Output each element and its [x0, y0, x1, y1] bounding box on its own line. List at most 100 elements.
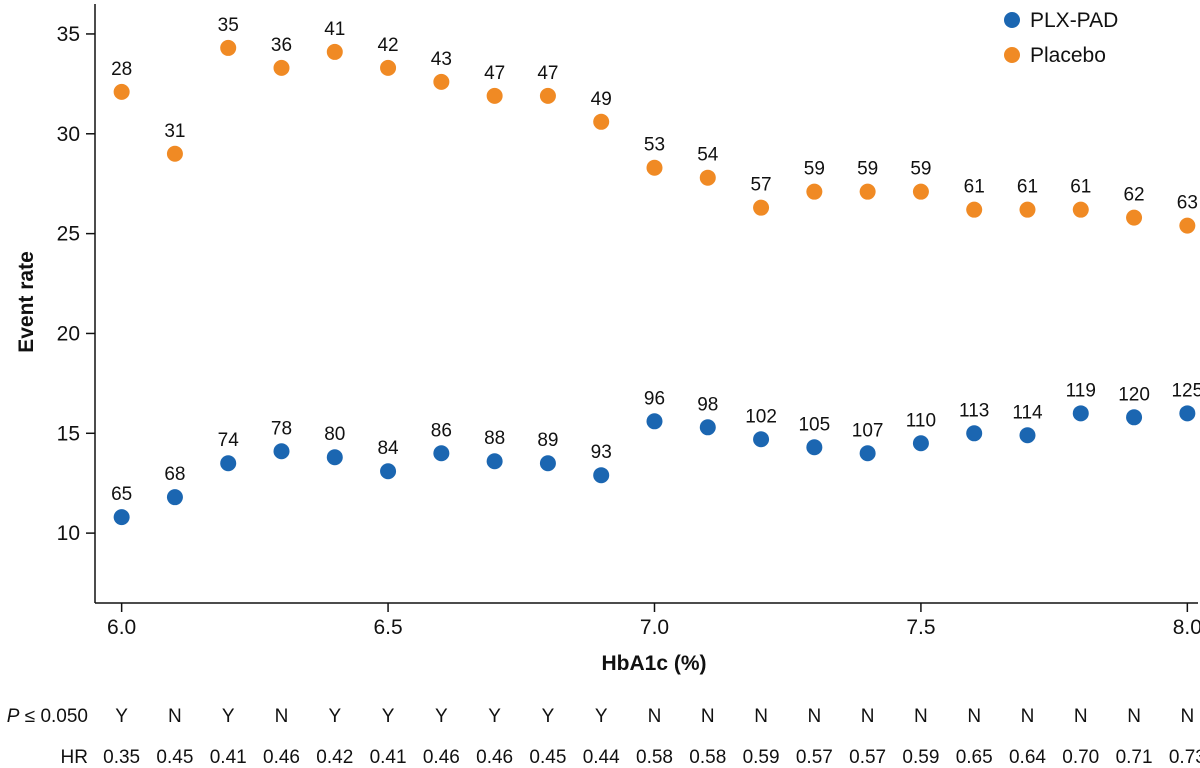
- stats-table: P ≤ 0.050 Y N Y N Y Y Y Y Y Y N N N N N N N N N N N HR 0.35 0.45…: [7, 706, 1200, 768]
- data-point: [433, 445, 450, 462]
- data-point: [646, 159, 663, 176]
- data-point: [859, 445, 876, 462]
- row-cell: 0.64: [1009, 747, 1046, 768]
- data-point: [912, 183, 929, 200]
- row-cell: Y: [488, 706, 501, 727]
- row-label: HR: [61, 747, 88, 768]
- data-point: [220, 455, 237, 472]
- data-point: [486, 453, 503, 470]
- data-point: [753, 431, 770, 448]
- row-cell: 0.65: [956, 747, 993, 768]
- row-cell: 0.70: [1062, 747, 1099, 768]
- row-cell: N: [648, 706, 662, 727]
- data-label: 88: [484, 428, 505, 449]
- x-tick-label: 7.5: [906, 616, 935, 639]
- row-label-text: HR: [61, 747, 88, 768]
- data-label: 49: [591, 89, 612, 110]
- data-point: [1019, 427, 1036, 444]
- data-point: [753, 199, 770, 216]
- data-label: 31: [164, 121, 185, 142]
- y-ticks: 10 15 20 25 30 35: [57, 23, 95, 545]
- data-label: 74: [218, 430, 240, 451]
- row-cell: 0.45: [529, 747, 566, 768]
- legend-label: Placebo: [1030, 44, 1106, 67]
- data-label: 59: [804, 159, 825, 180]
- data-label: 107: [852, 420, 884, 441]
- x-tick-label: 6.0: [107, 616, 136, 639]
- row-cell: N: [914, 706, 928, 727]
- row-cell: Y: [595, 706, 608, 727]
- data-point: [806, 183, 823, 200]
- row-cell: 0.71: [1116, 747, 1153, 768]
- data-label: 28: [111, 59, 132, 80]
- data-label: 36: [271, 35, 292, 56]
- data-point: [113, 83, 130, 100]
- data-label: 63: [1177, 193, 1198, 214]
- data-label: 62: [1123, 185, 1144, 206]
- y-tick-label: 20: [57, 322, 80, 345]
- data-label: 41: [324, 19, 345, 40]
- data-point: [539, 455, 556, 472]
- row-cell: N: [701, 706, 715, 727]
- data-label: 119: [1066, 380, 1096, 401]
- data-point: [273, 59, 290, 76]
- legend: PLX-PAD Placebo: [1004, 9, 1118, 67]
- row-cell: 0.46: [423, 747, 460, 768]
- row-label: P ≤ 0.050: [7, 706, 88, 727]
- data-label: 84: [377, 438, 399, 459]
- data-label: 57: [750, 175, 771, 196]
- data-point: [646, 413, 663, 430]
- data-point: [1072, 201, 1089, 218]
- row-label-italic: P: [7, 706, 20, 727]
- data-point: [593, 113, 610, 130]
- data-label: 61: [1070, 177, 1091, 198]
- data-label: 110: [906, 410, 936, 431]
- row-cell: 0.58: [636, 747, 673, 768]
- row-cell: 0.46: [476, 747, 513, 768]
- series-layer: 65 68 74 78 80 84 86 88 89 93 96 98 102 105 107 110 113 1…: [111, 15, 1200, 526]
- data-point: [326, 43, 343, 60]
- row-cell: 0.42: [316, 747, 353, 768]
- data-label: 78: [271, 418, 292, 439]
- data-label: 80: [324, 424, 345, 445]
- data-point: [539, 87, 556, 104]
- data-point: [1072, 405, 1089, 422]
- row-cell: Y: [382, 706, 395, 727]
- data-point: [1179, 217, 1196, 234]
- data-label: 89: [537, 430, 558, 451]
- x-tick-label: 6.5: [373, 616, 402, 639]
- row-cell: N: [275, 706, 289, 727]
- data-point: [699, 419, 716, 436]
- x-tick-label: 8.0: [1173, 616, 1200, 639]
- row-cell: N: [861, 706, 875, 727]
- data-label: 61: [964, 177, 985, 198]
- row-cell: N: [967, 706, 981, 727]
- data-label: 96: [644, 388, 665, 409]
- data-label: 113: [959, 400, 989, 421]
- legend-marker: [1004, 12, 1020, 28]
- y-axis-title: Event rate: [15, 251, 38, 353]
- row-cell: 0.46: [263, 747, 300, 768]
- legend-marker: [1004, 47, 1020, 63]
- row-cell: N: [1127, 706, 1141, 727]
- data-label: 93: [591, 442, 612, 463]
- y-tick-label: 15: [57, 422, 80, 445]
- row-cell: N: [168, 706, 182, 727]
- series-plx-pad: 65 68 74 78 80 84 86 88 89 93 96 98 102 105 107 110 113 1…: [111, 380, 1200, 526]
- row-cell: N: [807, 706, 821, 727]
- data-point: [326, 449, 343, 466]
- data-label: 54: [697, 145, 719, 166]
- y-tick-label: 25: [57, 223, 80, 246]
- data-label: 42: [377, 35, 398, 56]
- data-point: [166, 489, 183, 506]
- data-point: [486, 87, 503, 104]
- x-ticks: 6.0 6.5 7.0 7.5 8.0: [107, 603, 1200, 639]
- row-cell: 0.35: [103, 747, 140, 768]
- data-point: [166, 145, 183, 162]
- data-point: [699, 169, 716, 186]
- row-cell: Y: [542, 706, 555, 727]
- data-label: 53: [644, 135, 665, 156]
- data-label: 114: [1012, 402, 1043, 423]
- row-cell: 0.59: [743, 747, 780, 768]
- data-label: 65: [111, 484, 132, 505]
